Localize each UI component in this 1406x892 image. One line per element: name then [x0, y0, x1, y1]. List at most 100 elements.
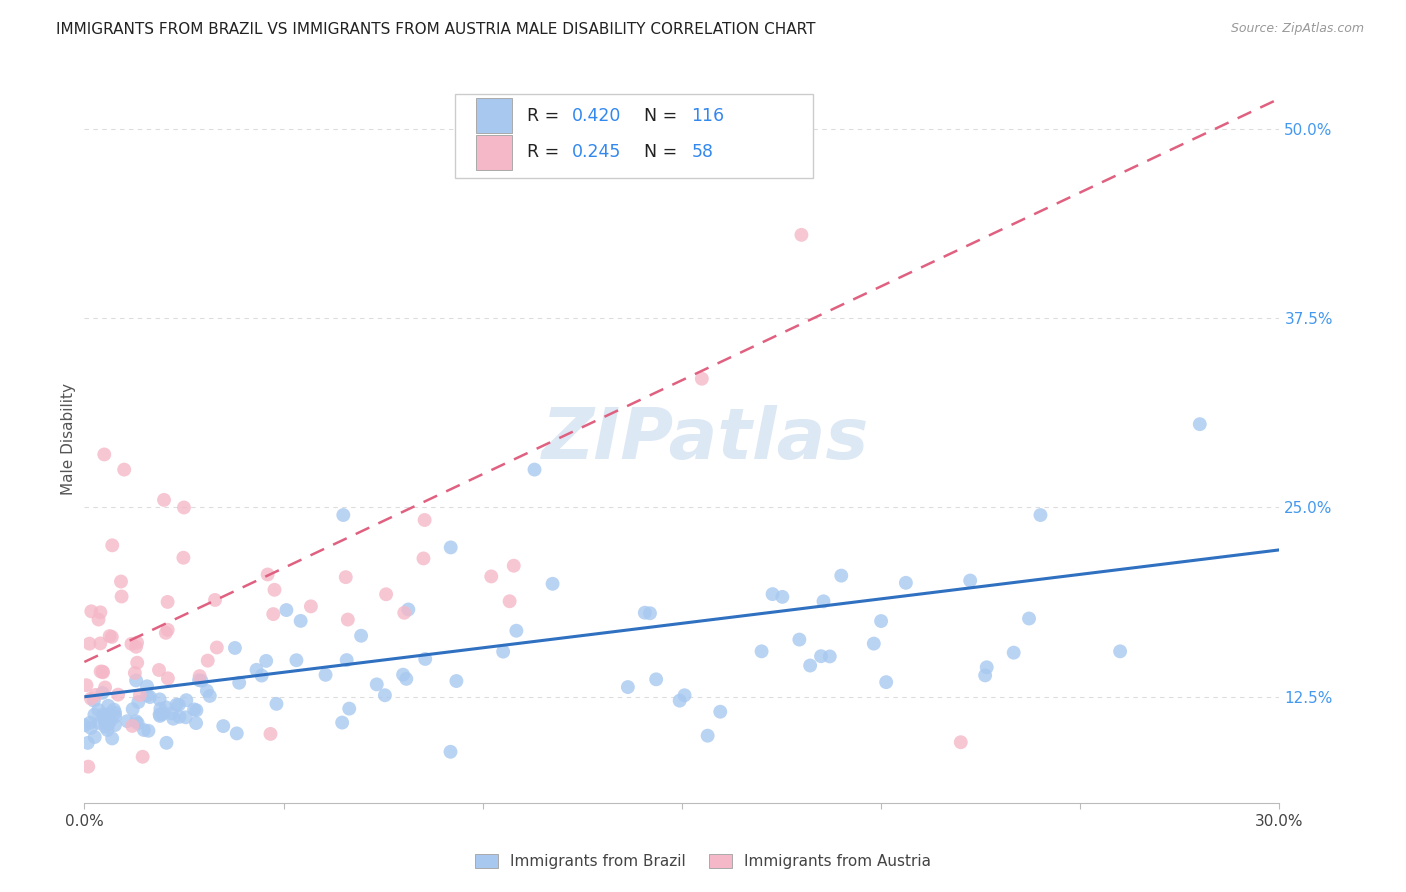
Point — [101, 630, 124, 644]
Point — [96, 707, 118, 722]
Point — [862, 637, 884, 651]
Point — [645, 673, 668, 687]
Point — [259, 727, 281, 741]
Point — [256, 567, 278, 582]
Point — [412, 551, 434, 566]
Point — [212, 719, 235, 733]
Point — [204, 593, 226, 607]
Point — [136, 689, 159, 703]
Point — [1188, 417, 1211, 432]
Point — [818, 649, 841, 664]
Point — [690, 372, 713, 386]
FancyBboxPatch shape — [456, 94, 814, 178]
Point — [155, 625, 177, 640]
Point — [91, 665, 114, 679]
Point — [190, 673, 212, 688]
Point — [198, 689, 221, 703]
Point — [959, 574, 981, 588]
Point — [83, 693, 105, 707]
Text: N =: N = — [644, 143, 682, 161]
Point — [250, 668, 273, 682]
Point — [91, 707, 114, 722]
Point — [1002, 646, 1025, 660]
Point — [94, 715, 117, 730]
Point — [172, 550, 194, 565]
Point — [634, 606, 657, 620]
Point — [176, 693, 198, 707]
Point — [394, 606, 416, 620]
Point — [149, 702, 172, 716]
Point — [124, 665, 146, 680]
Point — [870, 614, 893, 628]
Point — [94, 714, 117, 728]
Point — [332, 508, 354, 522]
Text: R =: R = — [527, 107, 564, 125]
Point — [110, 590, 132, 604]
Point — [413, 652, 436, 666]
Point — [225, 726, 247, 740]
Point — [94, 720, 117, 734]
Point — [761, 587, 783, 601]
Point — [374, 688, 396, 702]
Point — [266, 697, 288, 711]
Point — [184, 716, 207, 731]
Point — [148, 663, 170, 677]
Point — [502, 558, 524, 573]
Point — [83, 730, 105, 744]
Point — [131, 749, 153, 764]
Text: N =: N = — [644, 107, 682, 125]
Point — [492, 645, 515, 659]
Point — [263, 582, 285, 597]
Point — [949, 735, 972, 749]
Text: 0.245: 0.245 — [572, 143, 621, 161]
Point — [186, 703, 208, 717]
Point — [120, 637, 142, 651]
Point — [97, 698, 120, 713]
Point — [136, 679, 159, 693]
Point — [101, 731, 124, 746]
Point — [336, 613, 359, 627]
Point — [813, 594, 835, 608]
Point — [104, 709, 127, 723]
Point — [79, 715, 101, 730]
Point — [155, 700, 177, 714]
Point — [75, 678, 97, 692]
Point — [1018, 611, 1040, 625]
Point — [152, 706, 174, 721]
Point — [149, 709, 172, 723]
Point — [80, 604, 103, 618]
Point — [498, 594, 520, 608]
Point — [335, 570, 357, 584]
Point — [110, 574, 132, 589]
Point — [197, 654, 219, 668]
Point — [125, 640, 148, 654]
Point — [125, 714, 148, 729]
Point — [117, 714, 139, 729]
Point — [523, 462, 546, 476]
Point — [395, 672, 418, 686]
Point — [98, 629, 121, 643]
Text: 58: 58 — [692, 143, 713, 161]
Point — [830, 568, 852, 582]
Point — [76, 736, 98, 750]
Bar — [477, 98, 512, 133]
Point — [1109, 644, 1132, 658]
Point — [167, 698, 190, 712]
Point — [188, 669, 211, 683]
Text: Source: ZipAtlas.com: Source: ZipAtlas.com — [1230, 22, 1364, 36]
Point — [93, 447, 115, 461]
Point — [224, 640, 246, 655]
Point — [392, 667, 415, 681]
Point — [709, 705, 731, 719]
Point — [104, 706, 127, 720]
Point — [479, 569, 502, 583]
Point — [790, 227, 813, 242]
Point — [155, 736, 177, 750]
Point — [79, 637, 101, 651]
Point — [149, 692, 172, 706]
Point — [396, 602, 419, 616]
Point — [139, 690, 162, 704]
Point — [440, 541, 463, 555]
Point — [112, 462, 135, 476]
Point — [91, 686, 114, 700]
